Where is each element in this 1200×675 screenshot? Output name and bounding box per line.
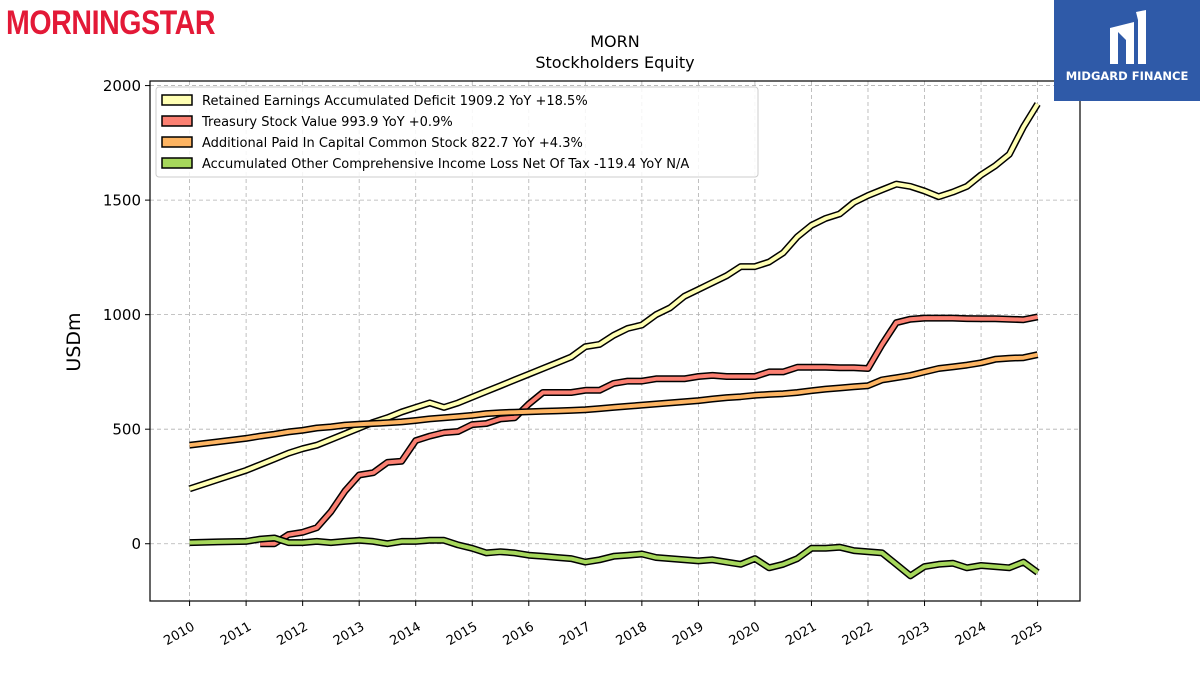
legend-label: Additional Paid In Capital Common Stock … (202, 136, 583, 151)
midgard-logo-text: MIDGARD FINANCE (1065, 69, 1189, 83)
legend-swatch (161, 136, 193, 148)
series-fill (189, 352, 1039, 448)
x-tick-label: 2022 (840, 619, 876, 649)
x-tick-label: 2013 (331, 619, 367, 649)
x-tick-label: 2021 (783, 619, 819, 649)
chart-title: MORN (590, 32, 640, 51)
x-tick-label: 2023 (896, 619, 932, 649)
x-tick-label: 2024 (953, 619, 989, 649)
series-fill (260, 314, 1038, 546)
x-tick-label: 2018 (614, 619, 650, 649)
y-axis-label: USDm (63, 312, 85, 371)
legend: Retained Earnings Accumulated Deficit 19… (155, 86, 759, 178)
y-tick-label: 1000 (103, 306, 141, 324)
x-tick-label: 2010 (161, 619, 197, 649)
series-outline (260, 313, 1039, 548)
series-line-2 (260, 313, 1039, 548)
series-fill (188, 102, 1040, 491)
x-tick-label: 2020 (727, 619, 763, 649)
legend-label: Treasury Stock Value 993.9 YoY +0.9% (201, 115, 453, 130)
legend-swatch (161, 157, 193, 169)
series-layer (188, 102, 1041, 580)
plot-frame (149, 80, 1081, 602)
x-tick-label: 2025 (1009, 619, 1045, 649)
x-tick-label: 2012 (274, 619, 310, 649)
morningstar-logo: MORNINGSTAR (6, 4, 216, 42)
series-line-3 (189, 351, 1039, 449)
x-tick-label: 2019 (670, 619, 706, 649)
x-tick-label: 2017 (557, 619, 593, 649)
legend-label: Accumulated Other Comprehensive Income L… (202, 157, 689, 172)
legend-label: Retained Earnings Accumulated Deficit 19… (202, 94, 588, 109)
midgard-finance-logo: MIDGARD FINANCE (1054, 0, 1200, 101)
y-tick-label: 500 (112, 421, 141, 439)
series-fill (189, 536, 1039, 578)
y-tick-label: 1500 (103, 192, 141, 210)
y-tick-label: 0 (131, 535, 141, 553)
x-tick-label: 2011 (218, 619, 254, 649)
x-tick-label: 2016 (501, 619, 537, 649)
y-tick-label: 2000 (103, 77, 141, 95)
midgard-logo-icon (1110, 10, 1146, 64)
legend-swatch (161, 115, 193, 127)
legend-swatch (161, 94, 193, 106)
legend-box (155, 86, 759, 178)
series-outline (189, 351, 1039, 449)
chart-subtitle: Stockholders Equity (535, 53, 695, 72)
series-line-1 (188, 102, 1041, 493)
x-tick-label: 2014 (388, 619, 424, 649)
series-line-4 (189, 534, 1040, 580)
x-tick-label: 2015 (444, 619, 480, 649)
